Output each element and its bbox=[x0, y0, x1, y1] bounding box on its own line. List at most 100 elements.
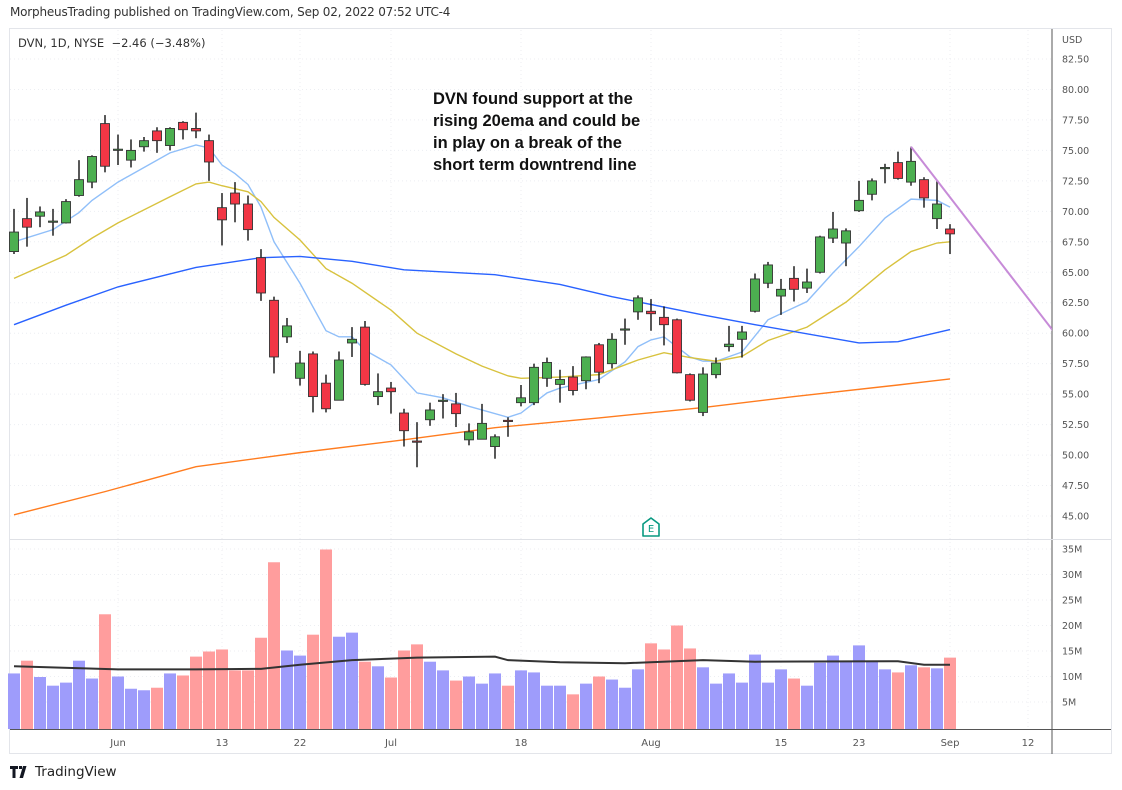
price-tick-label: 70.00 bbox=[1062, 207, 1089, 218]
candle-up bbox=[9, 231, 19, 252]
volume-bar bbox=[372, 666, 384, 729]
tradingview-branding[interactable]: TradingView bbox=[10, 764, 117, 780]
volume-bar bbox=[333, 636, 345, 729]
candle-down bbox=[230, 192, 240, 205]
candle-up bbox=[880, 167, 890, 170]
volume-bar bbox=[762, 682, 774, 729]
candle-down bbox=[568, 376, 578, 391]
volume-bar bbox=[619, 687, 631, 729]
price-tick-label: 80.00 bbox=[1062, 85, 1089, 96]
volume-bar bbox=[411, 644, 423, 729]
moving-average-line bbox=[13, 378, 951, 516]
volume-bar bbox=[450, 680, 462, 729]
candle-up bbox=[516, 397, 526, 404]
volume-bar bbox=[125, 688, 137, 729]
candle-up bbox=[711, 362, 721, 376]
candle-down bbox=[685, 374, 695, 401]
downtrend-line[interactable] bbox=[910, 146, 1054, 332]
volume-bar bbox=[827, 655, 839, 729]
volume-bar bbox=[892, 672, 904, 729]
volume-bar bbox=[918, 667, 930, 729]
candle-up bbox=[74, 179, 84, 196]
volume-bar bbox=[203, 651, 215, 729]
chart-annotation[interactable]: DVN found support at the rising 20ema an… bbox=[433, 88, 640, 176]
time-tick-label: 23 bbox=[853, 738, 866, 749]
volume-bar bbox=[294, 655, 306, 729]
earnings-icon[interactable] bbox=[642, 517, 660, 537]
volume-bar bbox=[359, 661, 371, 729]
moving-average-line bbox=[13, 144, 951, 419]
candle-down bbox=[100, 123, 110, 167]
tradingview-logo-icon bbox=[10, 766, 27, 778]
time-tick-label: Sep bbox=[941, 738, 960, 749]
volume-bar bbox=[632, 669, 644, 729]
time-tick-label: 12 bbox=[1022, 738, 1035, 749]
candle-up bbox=[87, 156, 97, 183]
volume-tick-label: 5M bbox=[1062, 698, 1076, 709]
volume-bar bbox=[99, 614, 111, 729]
volume-bar bbox=[177, 675, 189, 729]
volume-bar bbox=[944, 657, 956, 729]
volume-bar bbox=[463, 676, 475, 729]
candle-up bbox=[48, 220, 58, 223]
candle-down bbox=[451, 403, 461, 415]
volume-bar bbox=[697, 667, 709, 729]
candle-down bbox=[412, 440, 422, 443]
volume-bar bbox=[398, 650, 410, 729]
volume-bar bbox=[242, 670, 254, 729]
candle-up bbox=[776, 288, 786, 297]
candle-down bbox=[503, 419, 513, 422]
moving-average-line bbox=[13, 255, 951, 344]
volume-tick-label: 35M bbox=[1062, 545, 1082, 556]
volume-bar bbox=[346, 632, 358, 729]
candle-up bbox=[620, 328, 630, 331]
volume-bar bbox=[229, 670, 241, 729]
candle-down bbox=[789, 277, 799, 290]
price-tick-label: 55.00 bbox=[1062, 390, 1089, 401]
volume-bar bbox=[476, 683, 488, 729]
volume-bar bbox=[541, 685, 553, 729]
volume-bar bbox=[853, 645, 865, 729]
candle-down bbox=[308, 353, 318, 398]
price-tick-label: 45.00 bbox=[1062, 512, 1089, 523]
volume-bar bbox=[905, 665, 917, 729]
volume-bar bbox=[749, 654, 761, 729]
candle-up bbox=[295, 362, 305, 379]
volume-bar bbox=[151, 687, 163, 729]
moving-average-lines bbox=[13, 144, 951, 516]
candle-down bbox=[646, 310, 656, 315]
candle-up bbox=[841, 230, 851, 244]
symbol-info: DVN, 1D, NYSE bbox=[18, 36, 105, 50]
price-change: −2.46 (−3.48%) bbox=[111, 36, 206, 50]
volume-tick-label: 25M bbox=[1062, 596, 1082, 607]
volume-bar bbox=[736, 682, 748, 729]
volume-bar bbox=[307, 634, 319, 729]
trendline-group[interactable] bbox=[910, 146, 1054, 332]
volume-bar bbox=[73, 660, 85, 729]
volume-bar bbox=[528, 672, 540, 729]
currency-label: USD bbox=[1062, 35, 1082, 46]
volume-bar bbox=[320, 549, 332, 729]
candle-up bbox=[464, 431, 474, 441]
time-tick-label: Aug bbox=[641, 738, 661, 749]
earnings-marker[interactable]: E bbox=[642, 517, 660, 537]
volume-bar bbox=[385, 677, 397, 729]
candle-down bbox=[256, 257, 266, 294]
volume-bar bbox=[866, 660, 878, 729]
volume-bar bbox=[671, 625, 683, 729]
volume-bar bbox=[580, 683, 592, 729]
candle-up bbox=[490, 436, 500, 447]
annotation-line: rising 20ema and could be bbox=[433, 112, 641, 130]
time-tick-label: 18 bbox=[515, 738, 528, 749]
candle-up bbox=[113, 148, 123, 151]
candle-up bbox=[282, 325, 292, 338]
volume-bar bbox=[567, 694, 579, 729]
candle-down bbox=[243, 203, 253, 231]
volume-bar bbox=[879, 669, 891, 729]
publish-info: MorpheusTrading published on TradingView… bbox=[10, 5, 451, 19]
volume-bar bbox=[47, 685, 59, 729]
price-tick-label: 60.00 bbox=[1062, 329, 1089, 340]
candle-up bbox=[35, 211, 45, 217]
volume-bar bbox=[710, 683, 722, 729]
